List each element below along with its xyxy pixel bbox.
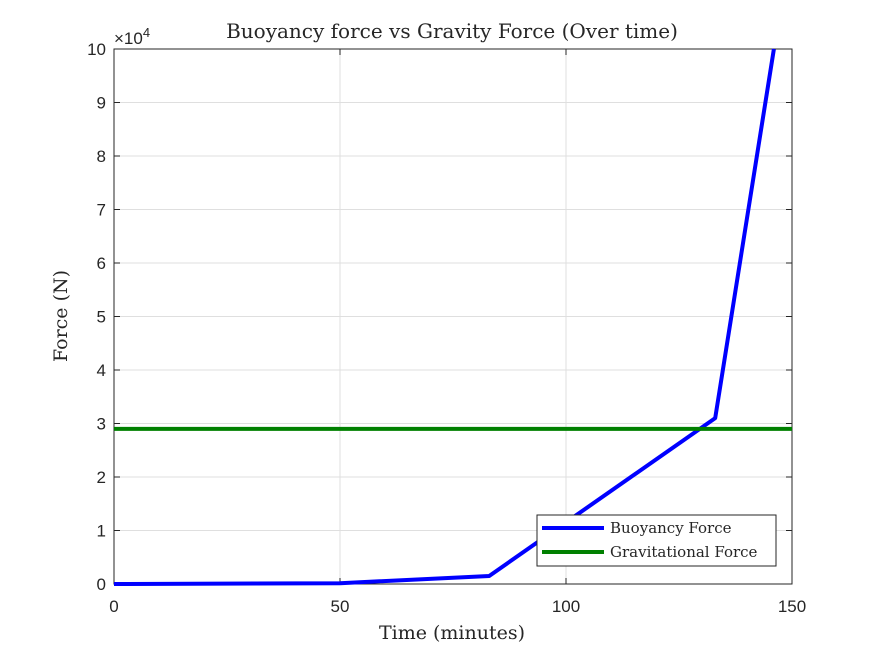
- y-tick-label: 10: [87, 40, 106, 59]
- gravitational-force-legend-label: Gravitational Force: [610, 543, 758, 561]
- series-lines: [113, 48, 792, 586]
- legend-box: [536, 514, 777, 567]
- x-axis-label: Time (minutes): [379, 622, 525, 644]
- buoyancy-force-legend-label: Buoyancy Force: [610, 519, 732, 537]
- y-tick-label: 5: [97, 308, 106, 327]
- y-tick-label: 9: [97, 94, 106, 113]
- y-tick-label: 7: [97, 201, 106, 220]
- y-tick-label: 3: [97, 415, 106, 434]
- chart-title: Buoyancy force vs Gravity Force (Over ti…: [226, 19, 678, 43]
- y-tick-label: 8: [97, 147, 106, 166]
- exponent-power: 4: [143, 25, 150, 40]
- y-tick-label: 2: [97, 468, 106, 487]
- axis-ticks: 0 50 100 150 0 1 2 3 4 5 6 7 8 9 10: [87, 40, 806, 616]
- y-axis-exponent-multiplier: ×104: [114, 25, 150, 48]
- y-tick-label: 0: [97, 575, 106, 594]
- y-tick-label: 6: [97, 254, 106, 273]
- y-axis-label: Force (N): [50, 270, 72, 362]
- x-tick-label: 100: [552, 597, 580, 616]
- y-tick-label: 1: [97, 522, 106, 541]
- x-tick-label: 50: [331, 597, 350, 616]
- y-tick-label: 4: [97, 361, 106, 380]
- buoyancy-force-line: [113, 48, 776, 586]
- legend: Buoyancy Force Gravitational Force: [536, 514, 777, 567]
- x-tick-label: 150: [778, 597, 806, 616]
- x-tick-label: 0: [109, 597, 118, 616]
- exponent-base: ×10: [114, 29, 143, 48]
